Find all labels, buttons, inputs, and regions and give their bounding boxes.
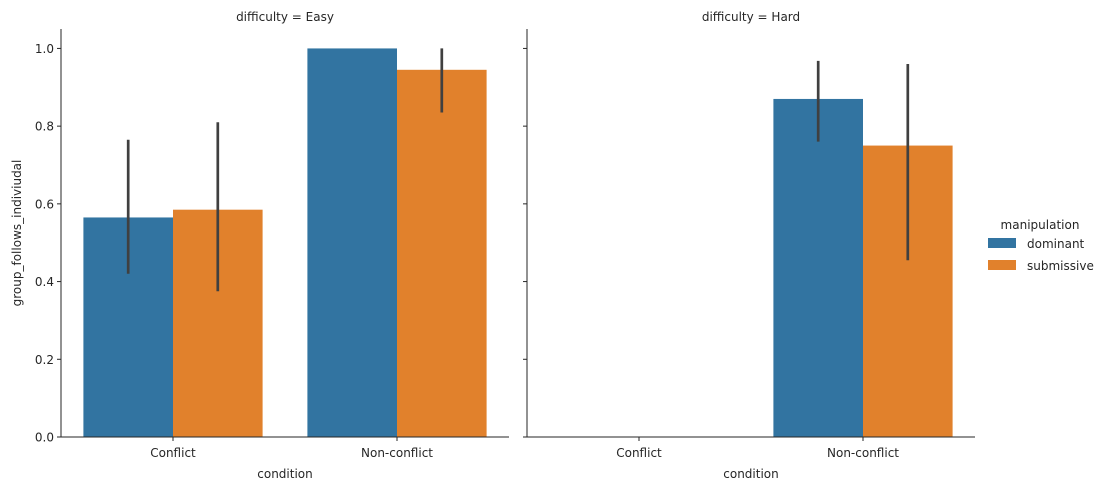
y-tick-label: 1.0 (35, 42, 54, 56)
bar-dominant-non-conflict (307, 48, 397, 438)
y-tick-label: 0.4 (35, 275, 54, 289)
legend-label-dominant: dominant (1027, 237, 1085, 251)
panel-title: difficulty = Easy (236, 10, 334, 24)
panel-title: difficulty = Hard (702, 10, 800, 24)
y-tick-label: 0.2 (35, 353, 54, 367)
x-tick-label: Conflict (616, 446, 662, 460)
y-tick-label: 0.0 (35, 431, 54, 445)
x-axis-label: condition (723, 467, 778, 481)
x-tick-label: Conflict (150, 446, 196, 460)
legend-swatch-dominant (988, 238, 1016, 248)
x-axis-label: condition (257, 467, 312, 481)
bar-submissive-non-conflict (397, 69, 487, 438)
y-tick-label: 0.8 (35, 120, 54, 134)
legend-title: manipulation (1001, 218, 1080, 232)
legend-swatch-submissive (988, 260, 1016, 270)
bar-dominant-non-conflict (773, 98, 863, 437)
y-tick-label: 0.6 (35, 197, 54, 211)
y-axis-label: group_follows_indiviudal (10, 160, 24, 307)
legend-label-submissive: submissive (1027, 259, 1094, 273)
x-tick-label: Non-conflict (827, 446, 899, 460)
x-tick-label: Non-conflict (361, 446, 433, 460)
